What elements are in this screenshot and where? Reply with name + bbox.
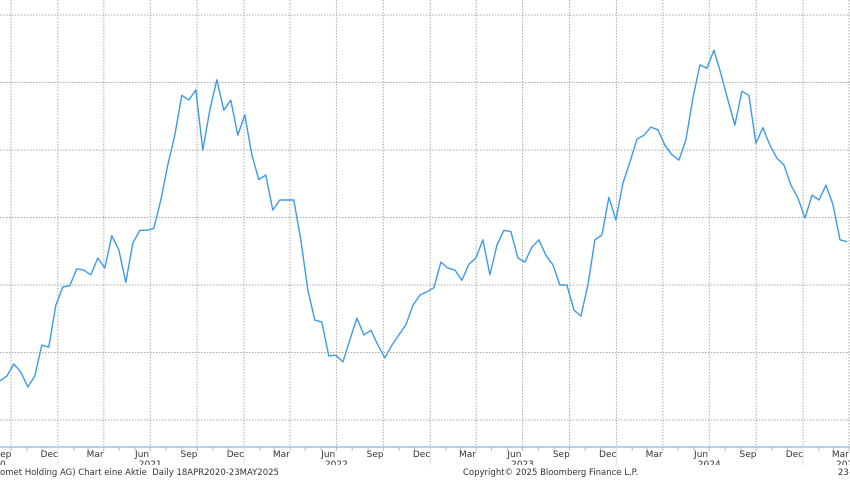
month-tick-label: Dec (413, 450, 430, 460)
month-tick-label: Mar (87, 450, 104, 460)
year-label: 2023 (511, 460, 534, 465)
month-tick-label: Jun (134, 450, 149, 460)
month-tick-label: Sep (740, 450, 757, 460)
month-tick-label: Sep (0, 450, 12, 460)
month-tick-label: Mar (273, 450, 290, 460)
month-tick-label: Dec (786, 450, 803, 460)
date-stamp: 23- (838, 468, 850, 478)
month-tick-label: Sep (367, 450, 384, 460)
grid-lines (0, 0, 850, 447)
year-label: 2022 (325, 460, 348, 465)
copyright-text: Copyright© 2025 Bloomberg Finance L.P. (463, 468, 639, 478)
month-tick-label: Sep (553, 450, 570, 460)
month-tick-label: Jun (693, 450, 708, 460)
year-label: 2021 (139, 460, 162, 465)
month-tick-label: Dec (41, 450, 58, 460)
year-label: 0 (0, 460, 6, 465)
month-tick-label: Jun (320, 450, 335, 460)
month-tick-label: Dec (599, 450, 616, 460)
x-axis-ticks (10, 447, 850, 465)
month-tick-label: Dec (227, 450, 244, 460)
month-tick-label: Mar (646, 450, 663, 460)
x-axis-labels: Sep Dec Mar Jun Sep Dec Mar Jun Sep Dec Mar Jun Sep D… (0, 450, 850, 465)
price-line-chart: Sep Dec Mar Jun Sep Dec Mar Jun Sep Dec Mar Jun Sep D… (0, 0, 850, 465)
month-tick-label: Sep (181, 450, 198, 460)
year-label: 202 (836, 460, 850, 465)
month-tick-label: Mar (459, 450, 476, 460)
month-tick-label: Jun (506, 450, 521, 460)
chart-description: omet Holding AG) Chart eine Aktie Daily … (0, 468, 279, 478)
month-tick-label: Mar (832, 450, 849, 460)
year-label: 2024 (698, 460, 721, 465)
price-series-line (0, 49, 848, 388)
